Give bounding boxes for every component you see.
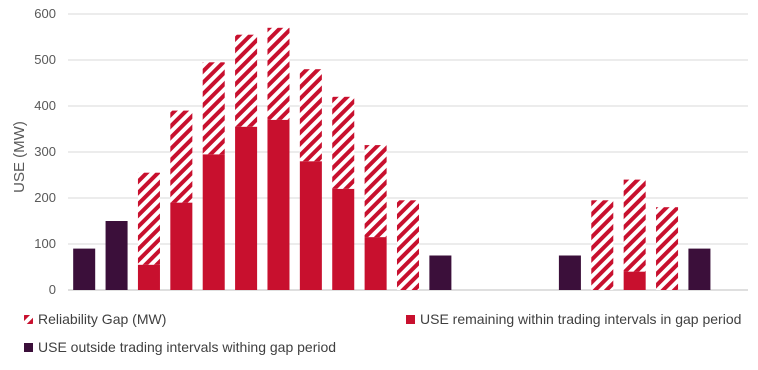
bar-segment-use-outside bbox=[105, 221, 128, 290]
legend-label: USE outside trading intervals withing ga… bbox=[38, 339, 336, 355]
bar-segment-reliability-gap bbox=[170, 110, 193, 203]
bar-segment-use-remaining bbox=[170, 202, 193, 290]
bar-segment-use-remaining bbox=[364, 237, 387, 290]
legend-swatch bbox=[406, 315, 415, 324]
y-tick-label: 300 bbox=[34, 144, 56, 159]
bar-segment-use-outside bbox=[73, 248, 96, 290]
legend-label: Reliability Gap (MW) bbox=[38, 311, 166, 327]
bar-segment-reliability-gap bbox=[396, 200, 420, 290]
bar-segment-reliability-gap bbox=[591, 200, 614, 290]
bars bbox=[73, 27, 711, 290]
bar-segment-use-outside bbox=[688, 248, 711, 290]
legend: Reliability Gap (MW) USE remaining within… bbox=[24, 311, 741, 355]
legend-swatch bbox=[24, 343, 33, 352]
legend-label: USE remaining within trading intervals i… bbox=[420, 311, 741, 327]
y-tick-label: 400 bbox=[34, 98, 56, 113]
legend-swatch bbox=[24, 315, 33, 324]
bar-segment-reliability-gap bbox=[137, 172, 160, 265]
bar-segment-reliability-gap bbox=[235, 34, 258, 127]
bar-segment-use-outside bbox=[429, 255, 452, 290]
bar-segment-use-remaining bbox=[299, 161, 322, 290]
y-tick-label: 100 bbox=[34, 236, 56, 251]
y-tick-labels: 0 100 200 300 400 500 600 bbox=[34, 6, 56, 297]
y-axis-title: USE (MW) bbox=[11, 121, 28, 193]
y-tick-label: 500 bbox=[34, 52, 56, 67]
bar-segment-reliability-gap bbox=[202, 62, 225, 155]
bar-segment-use-remaining bbox=[202, 154, 225, 290]
bar-segment-use-outside bbox=[558, 255, 581, 290]
bar-segment-reliability-gap bbox=[656, 207, 679, 290]
bar-segment-reliability-gap bbox=[299, 69, 322, 162]
bar-segment-reliability-gap bbox=[623, 179, 646, 272]
bar-segment-use-remaining bbox=[137, 264, 160, 290]
bar-segment-use-remaining bbox=[623, 271, 646, 290]
y-tick-label: 600 bbox=[34, 6, 56, 21]
bar-segment-reliability-gap bbox=[364, 145, 387, 238]
y-tick-label: 0 bbox=[49, 282, 56, 297]
bar-segment-reliability-gap bbox=[267, 27, 290, 120]
y-tick-label: 200 bbox=[34, 190, 56, 205]
bar-segment-use-remaining bbox=[235, 126, 258, 290]
bar-segment-use-remaining bbox=[332, 188, 355, 290]
bar-segment-use-remaining bbox=[267, 119, 290, 290]
bar-segment-reliability-gap bbox=[332, 96, 355, 189]
